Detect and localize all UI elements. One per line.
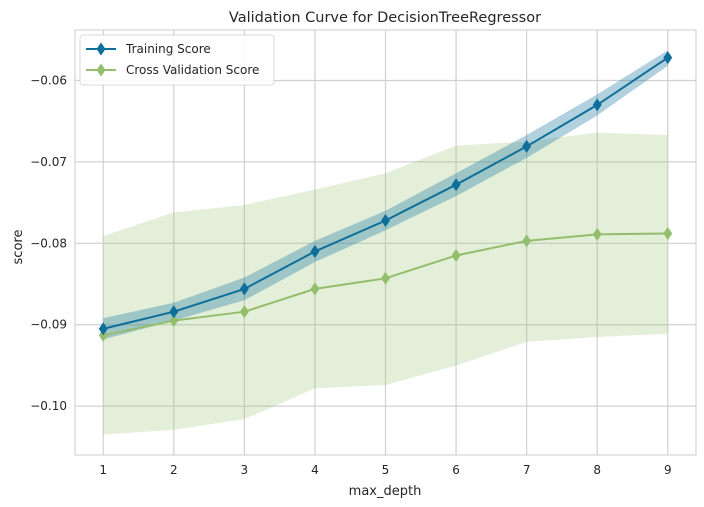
y-axis-ticks: −0.10 −0.09 −0.08 −0.07 −0.06: [30, 73, 67, 413]
legend: Training Score Cross Validation Score: [79, 34, 275, 86]
x-tick-label: 9: [664, 463, 672, 477]
training-score-point: [310, 244, 320, 259]
cv-score-point: [592, 227, 602, 242]
legend-box: [79, 34, 275, 86]
cv-score-point: [522, 234, 532, 248]
training-score-point: [380, 213, 391, 228]
legend-cv-marker: [96, 63, 106, 77]
x-tick-label: 1: [99, 463, 107, 477]
y-tick-label: −0.07: [30, 155, 67, 169]
training-score-point: [239, 282, 249, 296]
chart-title: Validation Curve for DecisionTreeRegress…: [229, 10, 541, 26]
y-tick-label: −0.06: [30, 73, 67, 87]
y-tick-label: −0.10: [30, 399, 67, 413]
y-axis-title: score: [11, 230, 26, 265]
training-score-point: [169, 305, 179, 319]
y-tick-label: −0.09: [30, 318, 67, 332]
training-score-point: [98, 322, 108, 336]
legend-training-label: Training Score: [125, 42, 211, 56]
x-tick-label: 8: [593, 463, 601, 477]
x-tick-label: 7: [523, 463, 531, 477]
x-axis-ticks: 1 2 3 4 5 6 7 8 9: [99, 463, 671, 477]
training-score-point: [592, 98, 602, 112]
cv-score-point: [451, 248, 461, 263]
training-score-point: [663, 51, 673, 65]
legend-training-marker: [96, 42, 106, 56]
cv-score-point: [310, 282, 320, 296]
x-tick-label: 5: [382, 463, 390, 477]
cv-score-point: [663, 226, 673, 241]
x-axis-title: max_depth: [349, 484, 422, 499]
x-tick-label: 4: [311, 463, 319, 477]
x-tick-label: 3: [241, 463, 249, 477]
training-score-point: [451, 178, 461, 192]
training-score-point: [522, 139, 532, 154]
cv-score-point: [239, 305, 249, 319]
legend-cv-label: Cross Validation Score: [126, 63, 259, 77]
training-score-band: [103, 50, 668, 340]
series-markers: [98, 51, 673, 342]
cv-score-point: [380, 271, 391, 285]
y-tick-label: −0.08: [30, 236, 67, 250]
x-tick-label: 6: [452, 463, 460, 477]
x-tick-label: 2: [170, 463, 178, 477]
cv-score-point: [169, 314, 179, 328]
